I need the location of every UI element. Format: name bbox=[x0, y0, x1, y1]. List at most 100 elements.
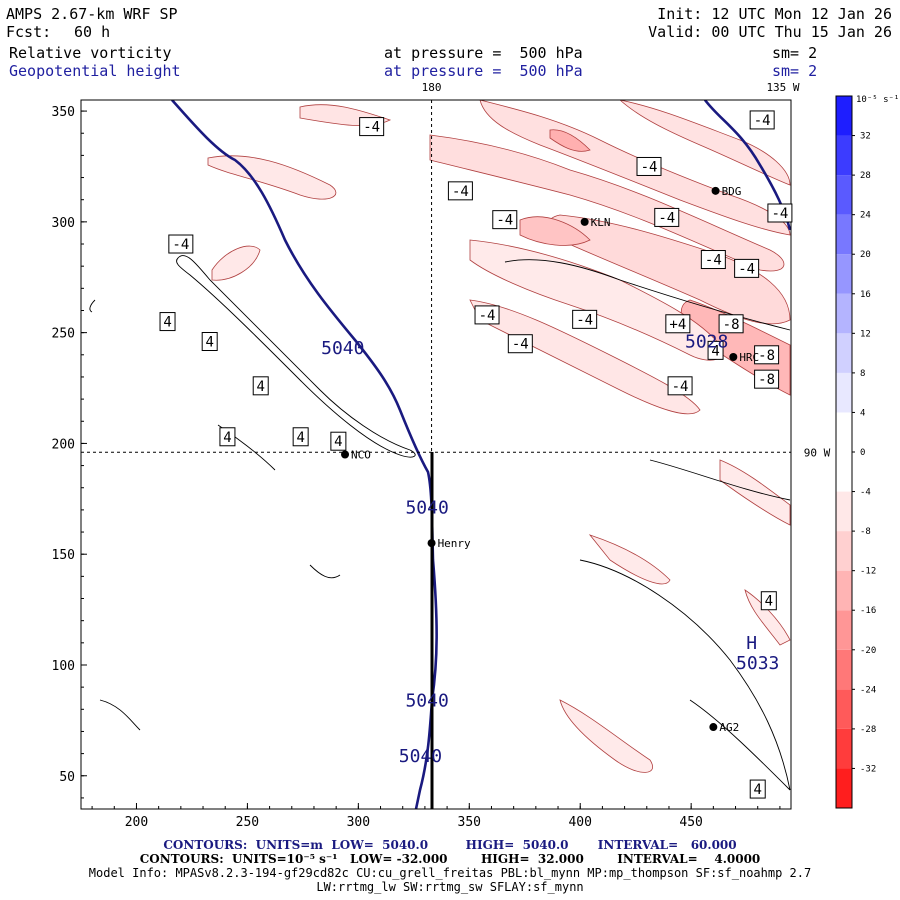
colorbar-segment bbox=[836, 491, 852, 532]
station-marker bbox=[580, 217, 589, 226]
colorbar-tick-label: -8 bbox=[860, 527, 871, 537]
height-contour-label: 5040 bbox=[399, 746, 442, 767]
colorbar-segment bbox=[836, 768, 852, 808]
vorticity-label-box bbox=[252, 376, 269, 396]
vorticity-label-box bbox=[474, 305, 500, 325]
height-contour-info: CONTOURS: UNITS=m LOW= 5040.0 HIGH= 5040… bbox=[163, 838, 737, 852]
vorticity-label: 4 bbox=[296, 430, 304, 446]
station-label: BDG bbox=[722, 185, 742, 198]
colorbar-tick-label: -24 bbox=[860, 685, 876, 695]
colorbar-tick-label: -16 bbox=[860, 606, 876, 616]
vorticity-label: -4 bbox=[771, 206, 788, 222]
colorbar-unit-label: 10⁻⁵ s⁻¹ bbox=[856, 95, 899, 105]
init-time: Init: 12 UTC Mon 12 Jan 26 bbox=[657, 5, 892, 23]
station-label: KLN bbox=[591, 216, 611, 229]
colorbar-segment bbox=[836, 570, 852, 611]
station-marker bbox=[709, 723, 718, 732]
y-tick-label: 200 bbox=[52, 437, 75, 452]
forecast-hour: 60 h bbox=[74, 23, 111, 41]
colorbar-segment bbox=[836, 333, 852, 373]
station-label: HRC bbox=[739, 351, 759, 364]
vorticity-label-box bbox=[359, 117, 385, 137]
low-center-value: 5028 bbox=[685, 332, 728, 353]
station-label: AG2 bbox=[719, 721, 739, 734]
vorticity-label-box bbox=[168, 234, 194, 254]
height-contour-label: 5040 bbox=[321, 338, 364, 359]
station-marker bbox=[711, 186, 720, 195]
height-contour-label: 5040 bbox=[405, 498, 448, 519]
model-info-line1: Model Info: MPASv8.2.3-194-gf29cd82c CU:… bbox=[88, 866, 812, 880]
colorbar-segment bbox=[836, 293, 852, 334]
vorticity-label-box bbox=[219, 427, 236, 447]
colorbar-segment bbox=[836, 689, 852, 729]
vorticity-label: 4 bbox=[334, 434, 342, 450]
field1-name: Relative vorticity bbox=[9, 44, 172, 62]
valid-time: Valid: 00 UTC Thu 15 Jan 26 bbox=[648, 23, 892, 41]
vorticity-label-box bbox=[507, 334, 533, 354]
y-tick-label: 250 bbox=[52, 327, 75, 342]
vorticity-label-box bbox=[492, 210, 518, 230]
colorbar-tick-label: 0 bbox=[860, 448, 865, 458]
vorticity-label: 4 bbox=[205, 335, 213, 351]
vorticity-label: -4 bbox=[705, 253, 722, 269]
colorbar-tick-label: -32 bbox=[860, 764, 876, 774]
vorticity-label: 4 bbox=[765, 594, 773, 610]
vorticity-label-box bbox=[718, 314, 744, 334]
plot-frame bbox=[80, 99, 792, 810]
vorticity-label-box bbox=[330, 431, 347, 451]
field2-name: Geopotential height bbox=[9, 62, 181, 80]
height-contour-label: 5040 bbox=[405, 690, 448, 711]
colorbar-segment bbox=[836, 372, 852, 413]
x-tick-label: 350 bbox=[458, 815, 481, 830]
field1-smoothing: sm= 2 bbox=[772, 44, 818, 62]
colorbar-tick-label: 8 bbox=[860, 369, 865, 379]
colorbar-tick-label: 4 bbox=[860, 408, 865, 418]
colorbar-tick-label: -28 bbox=[860, 725, 876, 735]
colorbar-segment bbox=[836, 412, 852, 452]
vorticity-label: -4 bbox=[363, 120, 380, 136]
vorticity-label: 4 bbox=[754, 782, 762, 798]
vorticity-label: 4 bbox=[711, 343, 719, 359]
x-tick-label: 450 bbox=[679, 815, 702, 830]
vorticity-label: 4 bbox=[223, 430, 231, 446]
colorbar-segment bbox=[836, 610, 852, 650]
vorticity-label-box bbox=[749, 110, 775, 130]
vorticity-label-box bbox=[159, 312, 176, 332]
vorticity-label: -8 bbox=[758, 372, 775, 388]
colorbar-segment bbox=[836, 254, 852, 294]
colorbar-segment bbox=[836, 649, 852, 690]
colorbar-tick-label: 28 bbox=[860, 171, 871, 181]
colorbar-tick-label: 32 bbox=[860, 132, 871, 142]
forecast-label: Fcst: bbox=[6, 23, 52, 41]
vorticity-label: -8 bbox=[723, 317, 740, 333]
high-center-value: 5033 bbox=[736, 653, 779, 674]
y-tick-label: 300 bbox=[52, 216, 75, 231]
vorticity-label: -4 bbox=[576, 312, 593, 328]
station-marker bbox=[729, 353, 738, 362]
height-contour-5040 bbox=[171, 100, 438, 809]
vorticity-label-box bbox=[760, 591, 777, 611]
colorbar-tick-label: 12 bbox=[860, 329, 871, 339]
x-tick-label: 400 bbox=[568, 815, 591, 830]
vorticity-label-box bbox=[292, 427, 309, 447]
x-tick-label: 200 bbox=[125, 815, 148, 830]
colorbar-segment bbox=[836, 175, 852, 215]
model-info-line2: LW:rrtmg_lw SW:rrtmg_sw SFLAY:sf_mynn bbox=[316, 880, 584, 894]
vorticity-label: +4 bbox=[669, 317, 686, 333]
y-tick-label: 50 bbox=[59, 770, 75, 785]
station-marker bbox=[341, 450, 350, 459]
vorticity-label: -4 bbox=[738, 261, 755, 277]
vorticity-label: -4 bbox=[658, 210, 675, 226]
colorbar-tick-label: 20 bbox=[860, 250, 871, 260]
vorticity-label-box bbox=[636, 156, 662, 176]
field2-level: at pressure = 500 hPa bbox=[384, 62, 583, 80]
colorbar-tick-label: -12 bbox=[860, 567, 876, 577]
vorticity-label-box bbox=[767, 203, 793, 223]
vorticity-label-box bbox=[754, 369, 780, 389]
colorbar-segment bbox=[836, 452, 852, 492]
station-marker bbox=[427, 539, 436, 548]
vorticity-label-box bbox=[700, 250, 726, 270]
x-tick-label: 250 bbox=[236, 815, 259, 830]
colorbar-tick-label: 24 bbox=[860, 211, 871, 221]
